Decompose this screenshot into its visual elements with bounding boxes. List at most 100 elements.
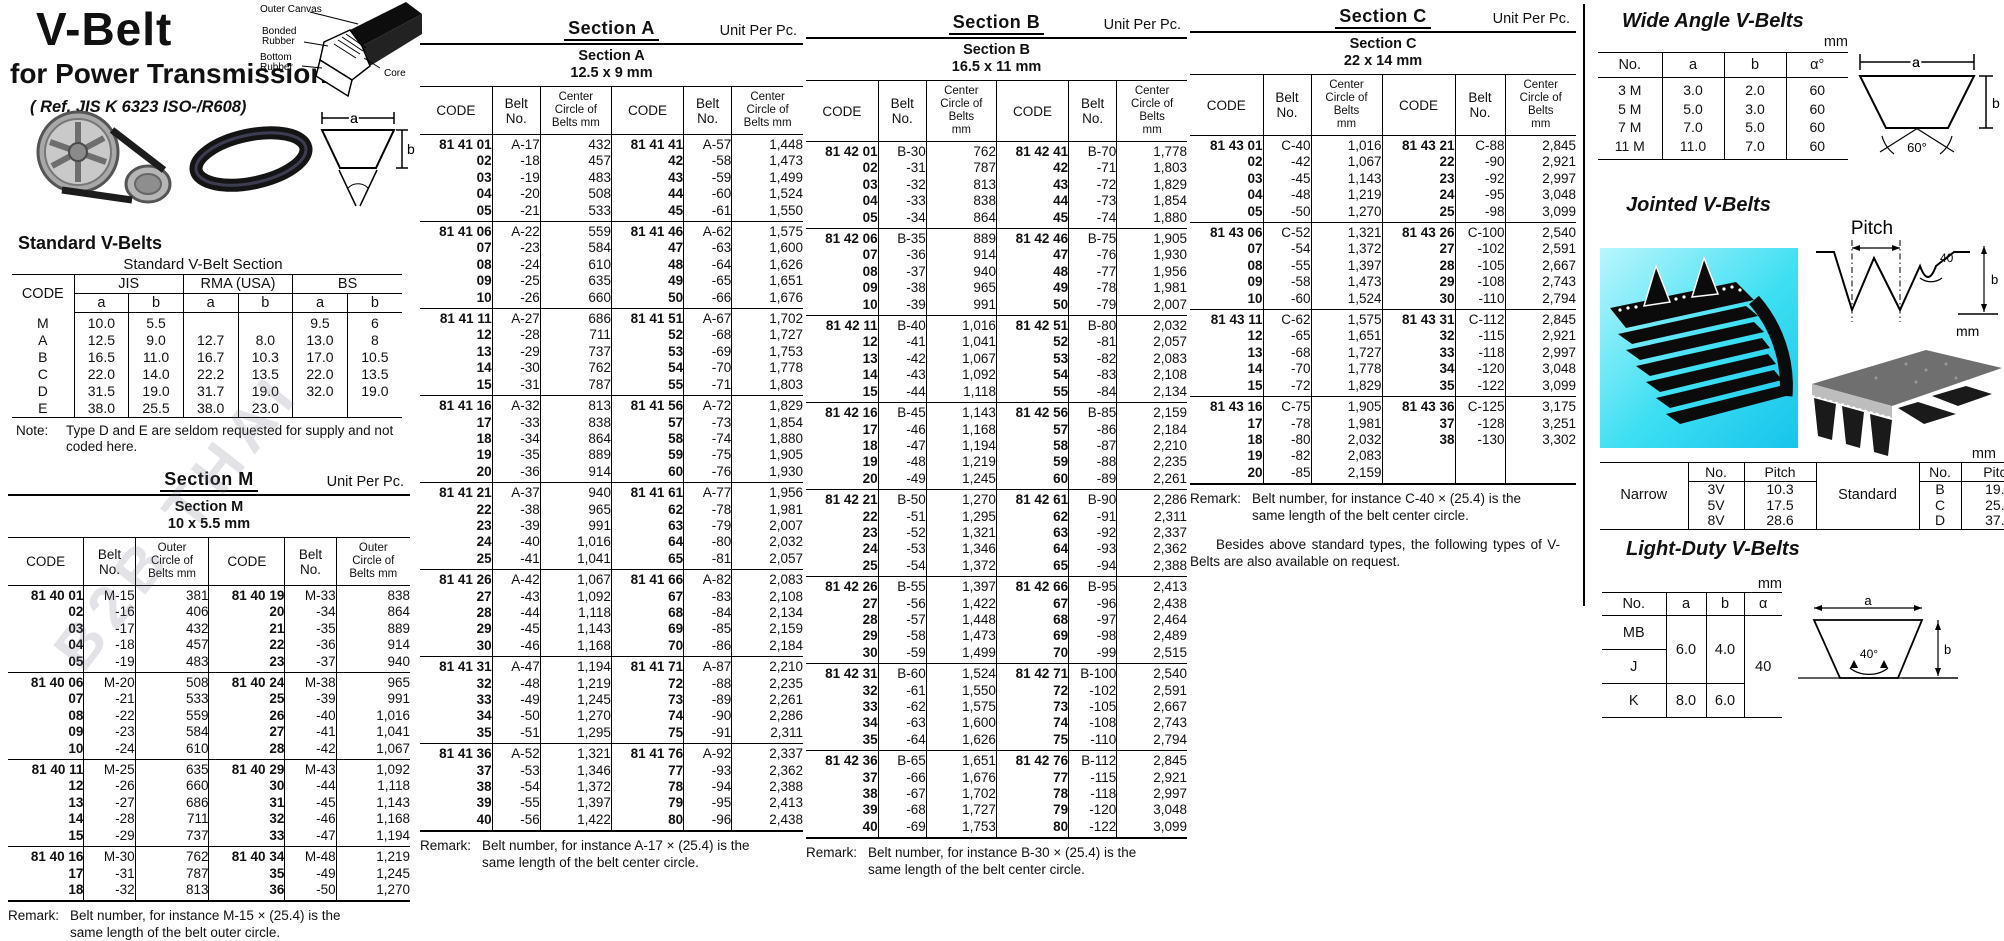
table-row: 81 42 26 B-55 1,397 81 42 66 B-95 2,413	[806, 576, 1187, 596]
table-cell: 27	[862, 595, 878, 611]
table-row: 20 -49 1,245 60 -89 2,261	[806, 470, 1187, 490]
table-cell: 610	[539, 256, 612, 274]
table-cell: -29	[491, 343, 541, 361]
table-cell: 81 41 21	[420, 482, 493, 502]
table-row: 03 -45 1,143 23 -92 2,997	[1190, 170, 1577, 188]
table-cell: 1,448	[731, 134, 803, 154]
table-block: 81 42 26 B-55 1,397 81 42 66 B-95 2,413 27 -56 1…	[806, 576, 1187, 664]
standard-note: Note: Type D and E are seldom requested …	[16, 423, 410, 455]
table-cell: 584	[134, 724, 209, 741]
table-cell: 1,118	[925, 383, 997, 403]
table-cell: 35	[476, 724, 492, 740]
table-cell: 1,727	[925, 802, 997, 819]
light-duty-title: Light-Duty V-Belts	[1626, 538, 1800, 560]
table-cell: -54	[491, 779, 541, 796]
table-cell: 991	[925, 296, 997, 316]
table-row: M 10.0 5.5 9.5 6	[12, 312, 402, 332]
table-row: 81 42 06 B-35 889 81 42 46 B-75 1,905	[806, 228, 1187, 248]
table-cell: 2,184	[731, 637, 803, 657]
light-duty-diagram: a 40° b	[1798, 593, 1958, 679]
wide-angle-title: Wide Angle V-Belts	[1622, 10, 1804, 32]
table-cell: 1,930	[1116, 247, 1187, 264]
table-cell: 2,438	[731, 811, 803, 832]
table-cell: A-37	[491, 482, 541, 502]
table-cell: 49	[610, 273, 684, 290]
table-cell: 508	[539, 186, 612, 203]
table-cell: 21	[208, 620, 285, 638]
table-cell: 1,118	[335, 778, 410, 795]
table-block: 81 41 16 A-32 813 81 41 56 A-72 1,829 17 -33 838…	[420, 395, 803, 483]
table-cell: -28	[491, 327, 541, 344]
table-row: 34 -50 1,270 74 -90 2,286	[420, 708, 803, 725]
table-cell: -36	[491, 463, 541, 483]
table-row: 12 -26 660 30 -44 1,118	[8, 778, 410, 795]
table-cell: 22	[208, 637, 285, 654]
table-cell: 914	[925, 247, 997, 264]
table-cell: -122	[1454, 377, 1505, 397]
table-cell: -85	[1262, 464, 1311, 485]
table-cell: 457	[539, 153, 612, 170]
table-cell: 2,235	[1116, 454, 1187, 471]
table-cell: 1,422	[925, 595, 997, 612]
table-block: 81 40 01 M-15 381 81 40 19 M-33 838 02 -16 406 20…	[8, 585, 410, 673]
table-cell: 940	[335, 653, 410, 673]
table-row: 81 41 36 A-52 1,321 81 41 76 A-92 2,337	[420, 743, 803, 763]
table-cell: -90	[683, 708, 732, 725]
table-cell: 2,388	[1116, 557, 1187, 577]
table-cell: -43	[877, 367, 927, 384]
table-cell: 1,854	[731, 414, 803, 431]
table-cell: 2,261	[1116, 470, 1187, 490]
table-cell: 17.5	[1743, 497, 1816, 513]
label-outer-canvas: Outer Canvas	[260, 4, 322, 15]
table-row: 32 -61 1,550 72 -102 2,591	[806, 682, 1187, 699]
table-cell: -72	[1262, 377, 1311, 397]
table-cell: 30	[476, 637, 492, 653]
table-cell: 31.5	[73, 383, 129, 400]
remark-text: Belt number, for instance C-40 × (25.4) …	[1252, 491, 1522, 524]
table-cell: 10	[1247, 290, 1263, 306]
table-cell: 6.0	[1665, 615, 1706, 684]
col-header-code: CODE	[21, 285, 64, 302]
table-cell: -68	[683, 327, 732, 344]
table-cell: 1,270	[539, 708, 612, 725]
col-header: Center Circle of Belts mm	[1504, 74, 1577, 136]
table-cell: -25	[491, 273, 541, 290]
table-cell: 914	[335, 637, 410, 654]
table-row: 29 -45 1,143 69 -85 2,159	[420, 621, 803, 638]
col-header: Belt No.	[284, 537, 337, 586]
table-cell: 59	[610, 447, 684, 464]
section-b-column: Section B Unit Per Pc. Section B 16.5 x 1…	[806, 12, 1187, 878]
table-cell: 1,041	[539, 550, 612, 570]
table-cell: 965	[925, 280, 997, 297]
table-cell: B-112	[1068, 750, 1117, 770]
table-cell: -56	[491, 811, 541, 832]
table-cell: 12	[1247, 328, 1263, 344]
table-cell: -62	[877, 699, 927, 716]
table-cell: 20	[862, 470, 878, 486]
table-cell: -39	[284, 691, 337, 708]
table-cell: 55	[995, 383, 1069, 403]
table-cell	[1504, 448, 1577, 465]
table-cell: -47	[877, 437, 927, 455]
table-cell: 77	[995, 769, 1069, 787]
table-block: 81 42 36 B-65 1,651 81 42 76 B-112 2,845 37 -66…	[806, 750, 1187, 839]
table-cell: 2,845	[1504, 135, 1577, 155]
table-cell: A-67	[683, 308, 732, 328]
table-cell: 1,676	[731, 289, 803, 309]
table-cell: 05	[1247, 203, 1263, 219]
table-cell: 31	[208, 794, 285, 812]
table-cell: 2,083	[1116, 350, 1187, 368]
table-cell: -48	[1262, 187, 1311, 204]
table-cell: 25.5	[1960, 497, 2004, 513]
col-group-bs: BS	[292, 274, 402, 294]
table-cell: 1,473	[925, 628, 997, 645]
table-cell: 1,753	[925, 818, 997, 839]
table-cell: 2,845	[1504, 309, 1577, 329]
table-row: 02 -31 787 42 -71 1,803	[806, 160, 1187, 177]
table-cell: -58	[877, 628, 927, 645]
table-cell: 762	[925, 141, 997, 161]
table-cell: 25.5	[128, 400, 184, 418]
table-cell: A-22	[491, 221, 541, 241]
table-cell: K	[1602, 683, 1667, 718]
table-cell: 1,575	[925, 699, 997, 716]
